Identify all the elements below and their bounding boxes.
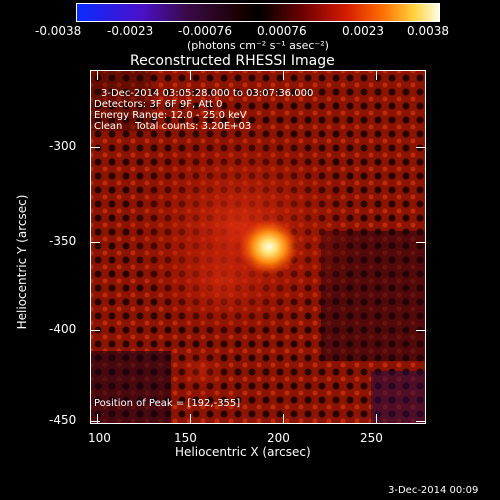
x-tick xyxy=(97,414,98,423)
rhessi-image xyxy=(91,71,425,423)
footer-timestamp: 3-Dec-2014 00:09 xyxy=(388,485,479,496)
y-tick xyxy=(416,330,425,331)
y-tick xyxy=(91,242,100,243)
plot-frame xyxy=(90,70,426,424)
x-tick xyxy=(283,71,284,80)
rhessi-image-canvas xyxy=(91,71,425,423)
y-tick-label: -350 xyxy=(49,234,77,248)
detectors-label: Detectors: 3F 6F 9F, Att 0 xyxy=(94,99,223,110)
y-tick xyxy=(416,147,425,148)
colorbar xyxy=(76,3,440,22)
x-tick xyxy=(190,71,191,80)
y-tick-label: -450 xyxy=(49,413,77,427)
y-tick xyxy=(91,147,100,148)
y-tick-label: -400 xyxy=(49,322,77,336)
clean-total-counts-label: Clean Total counts: 3.20E+03 xyxy=(94,121,252,132)
time-range-label: 3-Dec-2014 03:05:28.000 to 03:07:36.000 xyxy=(101,88,314,99)
x-tick xyxy=(376,414,377,423)
colorbar-tick-label: -0.00076 xyxy=(178,24,232,38)
x-tick xyxy=(376,71,377,80)
y-axis-title: Heliocentric Y (arcsec) xyxy=(15,194,29,330)
y-tick-label: -300 xyxy=(49,139,77,153)
y-tick xyxy=(416,421,425,422)
x-tick-label: 100 xyxy=(88,431,111,445)
colorbar-tick-label: 0.0023 xyxy=(342,24,384,38)
x-tick xyxy=(283,414,284,423)
x-tick-label: 150 xyxy=(174,431,197,445)
colorbar-units-label: (photons cm⁻² s⁻¹ asec⁻²) xyxy=(187,39,329,52)
colorbar-tick-label: 0.00076 xyxy=(257,24,307,38)
y-tick xyxy=(91,421,100,422)
x-tick-label: 250 xyxy=(360,431,383,445)
x-tick xyxy=(190,414,191,423)
plot-title: Reconstructed RHESSI Image xyxy=(130,53,335,69)
energy-range-label: Energy Range: 12.0 - 25.0 keV xyxy=(94,110,247,121)
colorbar-tick-label: -0.0038 xyxy=(35,24,82,38)
x-axis-title: Heliocentric X (arcsec) xyxy=(175,445,311,459)
colorbar-tick-label: 0.0038 xyxy=(407,24,449,38)
peak-position-label: Position of Peak = [192,-355] xyxy=(94,398,241,409)
x-tick xyxy=(97,71,98,80)
x-tick-label: 200 xyxy=(267,431,290,445)
colorbar-tick-label: -0.0023 xyxy=(107,24,154,38)
y-tick xyxy=(416,242,425,243)
y-tick xyxy=(91,330,100,331)
peak-source xyxy=(239,219,299,275)
